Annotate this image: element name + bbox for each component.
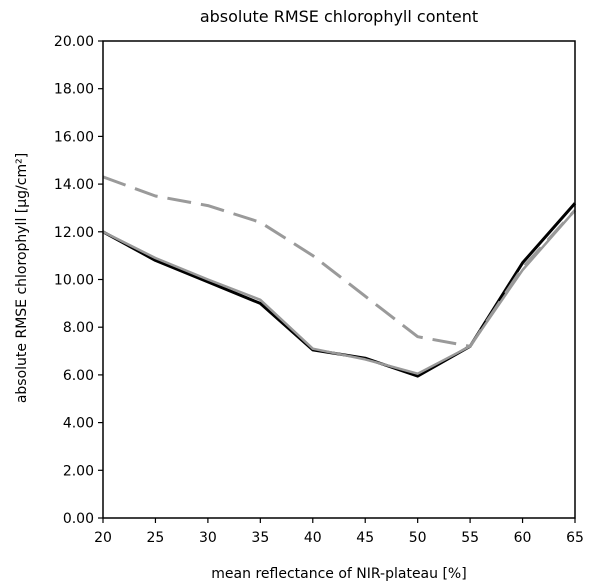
y-tick-label: 10.00 bbox=[54, 273, 94, 289]
y-tick-label: 2.00 bbox=[63, 463, 94, 479]
x-tick-label: 55 bbox=[461, 530, 479, 546]
x-tick-label: 45 bbox=[356, 530, 374, 546]
plot-lines bbox=[102, 175, 577, 378]
x-tick-labels: 20 25 30 35 40 45 50 55 60 65 bbox=[94, 530, 584, 546]
series-line-1 bbox=[102, 202, 577, 378]
x-tick-label: 30 bbox=[199, 530, 217, 546]
x-tick-label: 65 bbox=[566, 530, 584, 546]
y-axis-label: absolute RMSE chlorophyll [µg/cm²] bbox=[14, 153, 30, 403]
y-tick-label: 16.00 bbox=[54, 129, 94, 145]
x-tick-label: 35 bbox=[251, 530, 269, 546]
plot-frame bbox=[102, 40, 576, 519]
y-tick-label: 4.00 bbox=[63, 416, 94, 432]
y-tick-label: 20.00 bbox=[54, 34, 94, 50]
y-tick-labels: 0.00 2.00 4.00 6.00 8.00 10.00 12.00 14.00 16.00… bbox=[54, 34, 94, 527]
y-tick-label: 18.00 bbox=[54, 82, 94, 98]
chart-title: absolute RMSE chlorophyll content bbox=[200, 7, 478, 26]
y-tick-label: 14.00 bbox=[54, 177, 94, 193]
series-line-3 bbox=[102, 175, 577, 348]
x-tick-label: 50 bbox=[409, 530, 427, 546]
x-axis-label: mean reflectance of NIR-plateau [%] bbox=[211, 566, 466, 582]
x-tick-label: 20 bbox=[94, 530, 112, 546]
y-tick-label: 6.00 bbox=[63, 368, 94, 384]
y-tick-label: 12.00 bbox=[54, 225, 94, 241]
x-tick-label: 25 bbox=[147, 530, 165, 546]
y-tick-label: 0.00 bbox=[63, 511, 94, 527]
x-tick-label: 60 bbox=[514, 530, 532, 546]
series-line-2 bbox=[102, 209, 576, 375]
ticks bbox=[98, 40, 576, 523]
y-tick-label: 8.00 bbox=[63, 320, 94, 336]
x-tick-label: 40 bbox=[304, 530, 322, 546]
